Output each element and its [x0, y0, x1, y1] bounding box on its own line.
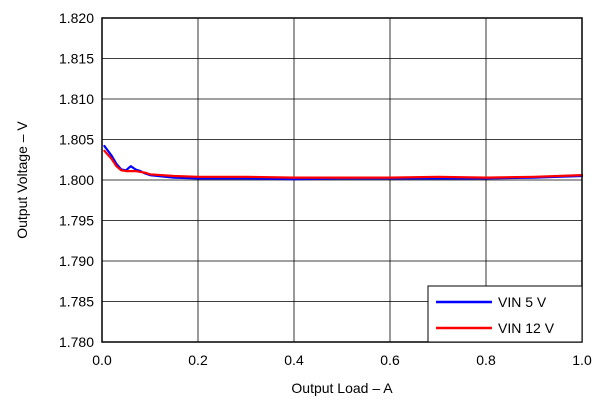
y-tick-label: 1.815	[59, 51, 94, 67]
series-line-1	[103, 149, 584, 179]
x-tick-label: 0.4	[284, 352, 304, 368]
y-axis-title: Output Voltage – V	[14, 121, 30, 239]
y-tick-label: 1.805	[59, 132, 94, 148]
x-axis-title: Output Load – A	[291, 380, 393, 396]
series-layer	[103, 144, 584, 181]
x-tick-label: 1.0	[572, 352, 592, 368]
x-tick-label: 0.0	[92, 352, 112, 368]
y-tick-label: 1.800	[59, 172, 94, 188]
legend: VIN 5 V VIN 12 V	[427, 285, 583, 343]
y-tick-label: 1.810	[59, 91, 94, 107]
plot-frame	[101, 17, 583, 343]
x-tick-label: 0.2	[188, 352, 208, 368]
x-axis-ticks: 0.0 0.2 0.4 0.6 0.8 1.0	[92, 352, 592, 368]
x-tick-label: 0.6	[380, 352, 400, 368]
legend-label-vin-12v: VIN 12 V	[498, 320, 555, 336]
legend-label-vin-5v: VIN 5 V	[498, 294, 547, 310]
y-tick-label: 1.780	[59, 334, 94, 350]
legend-box	[427, 285, 583, 343]
x-tick-label: 0.8	[476, 352, 496, 368]
y-tick-label: 1.820	[59, 10, 94, 26]
y-tick-label: 1.795	[59, 213, 94, 229]
y-tick-label: 1.790	[59, 253, 94, 269]
grid	[102, 18, 582, 342]
y-axis-ticks: 1.780 1.785 1.790 1.795 1.800 1.805 1.810 1.815…	[59, 10, 94, 350]
series-line-0	[103, 144, 584, 181]
y-tick-label: 1.785	[59, 294, 94, 310]
